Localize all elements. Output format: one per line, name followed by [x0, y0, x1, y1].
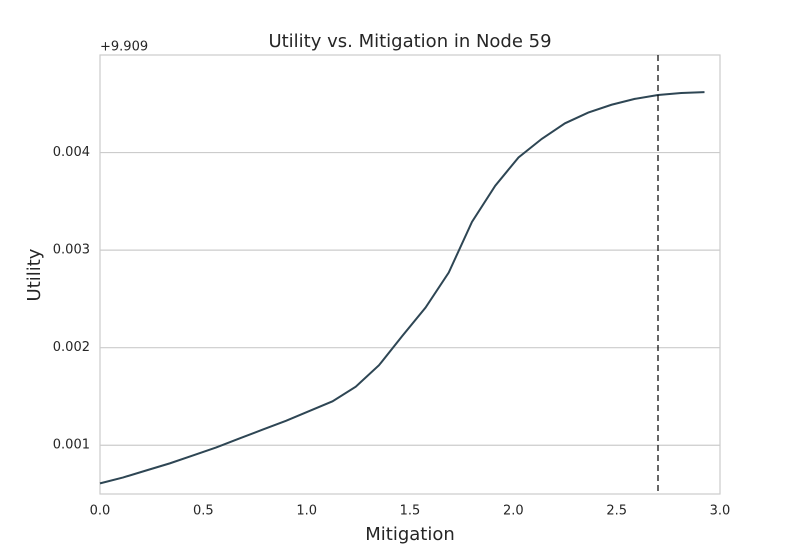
x-tick-label: 0.0 [90, 504, 111, 519]
y-offset-label: +9.909 [100, 40, 148, 55]
x-axis-label: Mitigation [365, 524, 455, 545]
x-tick-label: 1.0 [296, 504, 317, 519]
x-tick-label: 2.0 [503, 504, 524, 519]
line-series [99, 91, 705, 485]
plot-frame [99, 54, 721, 495]
x-tick-label: 1.5 [400, 504, 421, 519]
y-tick-label: 0.004 [53, 145, 90, 160]
x-tick-label: 2.5 [606, 504, 627, 519]
y-axis-label: Utility [24, 248, 45, 301]
x-tick-label: 3.0 [710, 504, 731, 519]
x-tick-label: 0.5 [193, 504, 214, 519]
chart-title: Utility vs. Mitigation in Node 59 [268, 31, 551, 52]
y-tick-label: 0.003 [53, 243, 90, 258]
y-tick-label: 0.002 [53, 340, 90, 355]
y-tick-label: 0.001 [53, 438, 90, 453]
